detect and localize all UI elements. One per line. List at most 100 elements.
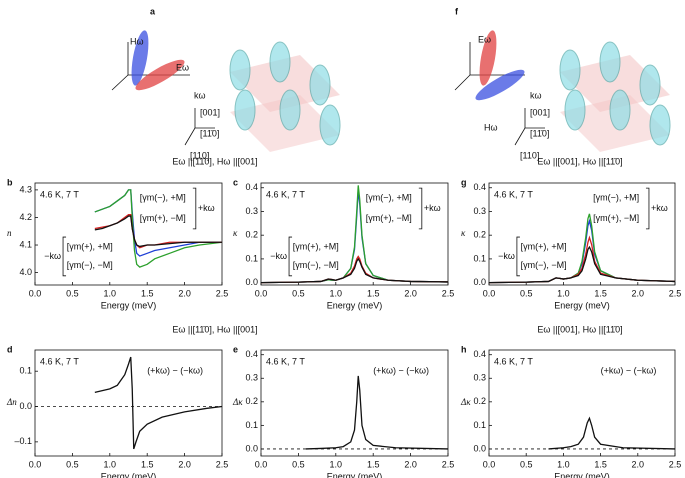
legend-entry: [γm(+), −M] — [140, 213, 186, 223]
y-tick-label: 4.2 — [19, 212, 32, 222]
data-line — [548, 416, 676, 450]
diagram-label: kω — [530, 90, 542, 100]
x-tick-label: 0.5 — [520, 459, 533, 469]
legend-entry: [γm(−), +M] — [366, 193, 412, 203]
panel-letter: a — [150, 6, 156, 16]
legend-bracket — [645, 187, 650, 230]
x-axis-label: Energy (meV) — [101, 300, 157, 310]
data-line — [94, 215, 222, 248]
x-tick-label: 2.5 — [442, 459, 455, 469]
y-tick-label: 0.4 — [473, 182, 486, 192]
legend-entry: [γm(+), +M] — [67, 242, 113, 252]
diagram-label: [11̄0] — [530, 128, 549, 138]
diagram-f — [454, 30, 671, 152]
panel-header: Eω ||[001], Hω ||[11̄0] — [537, 324, 622, 334]
axis — [514, 127, 526, 146]
y-tick-label: 4.3 — [19, 184, 32, 194]
panel-letter: h — [461, 344, 467, 354]
spin-cone — [599, 41, 621, 83]
y-tick-label: 0.2 — [245, 396, 258, 406]
x-tick-label: 2.5 — [669, 288, 682, 298]
x-tick-label: 2.0 — [632, 459, 645, 469]
y-tick-label: 0.0 — [473, 443, 486, 453]
e-field-plane — [135, 59, 185, 91]
x-tick-label: 0.0 — [255, 459, 268, 469]
spin-cone — [234, 89, 256, 131]
plot-frame — [488, 182, 676, 286]
x-tick-label: 2.0 — [178, 288, 191, 298]
legend-bracket — [516, 236, 520, 277]
legend-entry: [γm(−), −M] — [521, 260, 567, 270]
plot-frame — [34, 182, 223, 286]
diagram-label: Hω — [130, 36, 144, 46]
x-tick-label: 2.5 — [216, 459, 229, 469]
x-tick-label: 0.5 — [66, 288, 79, 298]
direction-label: −kω — [270, 251, 287, 261]
condition-label: 4.6 K, 7 T — [494, 189, 533, 199]
x-tick-label: 0.0 — [29, 459, 42, 469]
legend-entry: [γm(−), −M] — [293, 260, 339, 270]
data-line — [94, 356, 223, 450]
diagram-a — [111, 30, 341, 152]
diagram-label: [001] — [530, 107, 550, 117]
y-tick-label: 0.0 — [19, 401, 32, 411]
y-axis-label: κ — [461, 228, 466, 238]
panel-letter: e — [233, 344, 238, 354]
legend-entry: [γm(+), −M] — [593, 213, 639, 223]
x-tick-label: 0.0 — [255, 288, 268, 298]
x-axis-label: Energy (meV) — [327, 300, 383, 310]
difference-label: (+kω) − (−kω) — [147, 366, 203, 376]
panel-letter: b — [7, 177, 13, 187]
direction-label: −kω — [44, 251, 61, 261]
x-tick-label: 2.0 — [404, 288, 417, 298]
condition-label: 4.6 K, 7 T — [494, 356, 533, 366]
spin-cone — [269, 41, 291, 83]
panel-header: Eω ||[11̄0], Hω ||[001] — [172, 156, 257, 166]
legend-bracket — [192, 187, 197, 230]
x-tick-label: 1.5 — [367, 288, 380, 298]
x-axis-label: Energy (meV) — [327, 471, 383, 478]
direction-label: +kω — [651, 203, 668, 213]
legend-bracket — [62, 236, 67, 277]
y-tick-label: 0.0 — [245, 277, 258, 287]
y-tick-label: 0.4 — [245, 182, 258, 192]
difference-label: (+kω) − (−kω) — [601, 366, 657, 376]
spin-cone — [564, 89, 586, 131]
data-line — [305, 375, 449, 450]
x-tick-label: 2.5 — [216, 288, 229, 298]
y-tick-label: 0.0 — [473, 277, 486, 287]
x-tick-label: 0.0 — [483, 288, 496, 298]
x-tick-label: 1.0 — [104, 459, 117, 469]
y-tick-label: 0.4 — [473, 349, 486, 359]
h-field-plane — [131, 30, 149, 86]
spin-cone — [559, 49, 581, 91]
x-axis-label: Energy (meV) — [554, 471, 610, 478]
y-tick-label: 0.1 — [473, 253, 486, 263]
y-tick-label: –0.1 — [14, 436, 32, 446]
difference-label: (+kω) − (−kω) — [373, 366, 429, 376]
legend-entry: [γm(+), +M] — [293, 242, 339, 252]
x-tick-label: 1.0 — [104, 288, 117, 298]
x-tick-label: 2.0 — [632, 288, 645, 298]
diagram-label: [11̄0] — [200, 128, 219, 138]
plot-frame — [260, 349, 449, 457]
x-tick-label: 0.5 — [292, 288, 305, 298]
panel-header: Eω ||[11̄0], Hω ||[001] — [172, 324, 257, 334]
data-line — [94, 189, 223, 268]
y-axis-label: κ — [233, 228, 238, 238]
diagram-label: kω — [194, 90, 206, 100]
spin-cone — [229, 49, 251, 91]
panel-header: Eω ||[001], Hω ||[11̄0] — [537, 156, 622, 166]
legend-entry: [γm(−), +M] — [593, 193, 639, 203]
panel-letter: c — [233, 177, 238, 187]
direction-label: +kω — [424, 203, 441, 213]
e-field-plane — [479, 30, 497, 86]
diagram-label: [110] — [520, 150, 539, 160]
diagram-label: [001] — [200, 107, 220, 117]
y-tick-label: 0.3 — [245, 373, 258, 383]
x-tick-label: 0.5 — [66, 459, 79, 469]
legend-bracket — [288, 236, 293, 277]
spin-cone — [639, 64, 661, 106]
direction-label: +kω — [198, 203, 215, 213]
